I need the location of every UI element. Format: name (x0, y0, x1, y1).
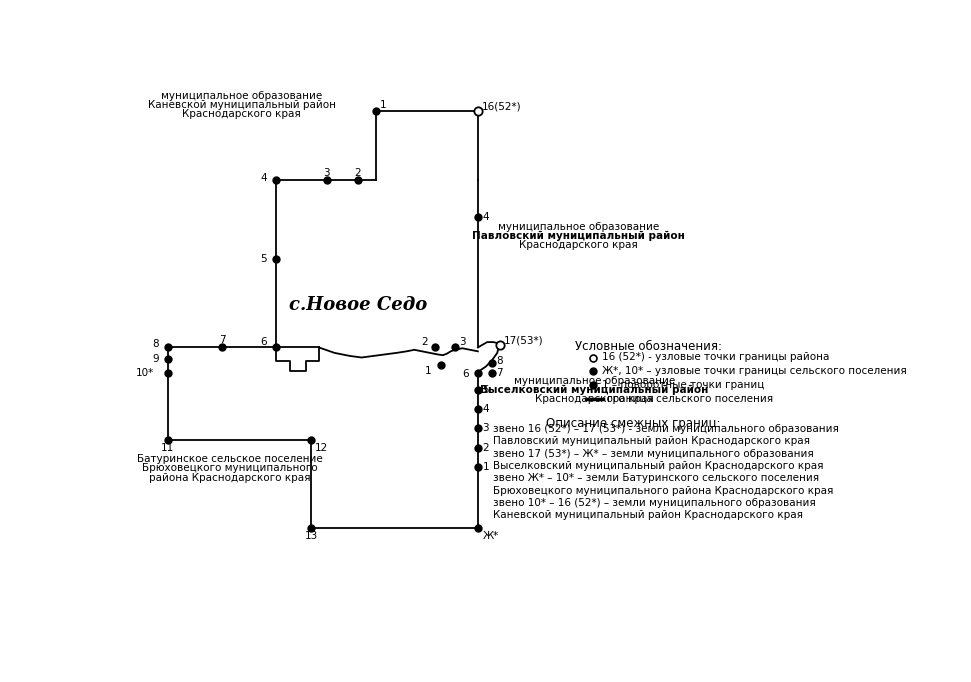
Text: Описание смежных границ:: Описание смежных границ: (546, 417, 720, 430)
Text: 1: 1 (424, 366, 431, 376)
Text: Краснодарского края: Краснодарского края (183, 109, 301, 119)
Text: 16 (52*) - узловые точки границы района: 16 (52*) - узловые точки границы района (602, 353, 829, 363)
Text: 3: 3 (459, 337, 466, 347)
Text: 5: 5 (483, 385, 489, 395)
Text: звено 17 (53*) – Ж* – земли муниципального образования: звено 17 (53*) – Ж* – земли муниципально… (493, 449, 814, 459)
Text: звено 10* – 16 (52*) – земли муниципального образования: звено 10* – 16 (52*) – земли муниципальн… (493, 498, 816, 508)
Text: 7: 7 (496, 368, 503, 378)
Text: Ж*, 10* – узловые точки границы сельского поселения: Ж*, 10* – узловые точки границы сельског… (602, 366, 907, 376)
Text: граница сельского поселения: граница сельского поселения (607, 394, 773, 404)
Text: звено Ж* – 10* – земли Батуринского сельского поселения: звено Ж* – 10* – земли Батуринского сель… (493, 473, 820, 484)
Text: Павловский муниципальный район Краснодарского края: Павловский муниципальный район Краснодар… (493, 436, 811, 447)
Text: 16(52*): 16(52*) (482, 102, 521, 111)
Text: 3: 3 (483, 424, 489, 433)
Text: 1: 1 (483, 462, 489, 472)
Text: Павловский муниципальный район: Павловский муниципальный район (472, 231, 686, 241)
Text: Краснодарского края: Краснодарского края (519, 240, 638, 250)
Text: 8: 8 (496, 355, 503, 366)
Text: 13: 13 (305, 531, 318, 541)
Text: Каневской муниципальный район: Каневской муниципальный район (148, 100, 336, 110)
Text: 2: 2 (354, 168, 361, 178)
Text: Условные обозначения:: Условные обозначения: (575, 340, 721, 353)
Text: 6: 6 (462, 370, 469, 379)
Text: Каневской муниципальный район Краснодарского края: Каневской муниципальный район Краснодарс… (493, 510, 803, 520)
Text: звено 16 (52*) – 17 (53*) - земли муниципального образования: звено 16 (52*) – 17 (53*) - земли муници… (493, 424, 839, 434)
Text: Брюховецкого муниципального района Краснодарского края: Брюховецкого муниципального района Красн… (493, 486, 834, 496)
Text: 8: 8 (151, 339, 158, 349)
Text: 2: 2 (420, 337, 427, 347)
Text: Ж*: Ж* (483, 531, 499, 541)
Text: муниципальное образование: муниципальное образование (161, 91, 322, 101)
Text: муниципальное образование: муниципальное образование (498, 222, 659, 232)
Text: с.Новое Седо: с.Новое Седо (288, 296, 427, 314)
Text: 4: 4 (483, 404, 489, 414)
Text: 12: 12 (316, 443, 328, 453)
Text: 10*: 10* (136, 368, 154, 378)
Text: 4: 4 (483, 211, 489, 222)
Text: 11: 11 (161, 443, 175, 453)
Text: Батуринское сельское поселение: Батуринское сельское поселение (137, 454, 322, 464)
Text: района Краснодарского края: района Краснодарского края (150, 473, 311, 483)
Text: 1 – поворотные точки границ: 1 – поворотные точки границ (602, 381, 764, 390)
Text: 7: 7 (218, 335, 225, 345)
Text: 1: 1 (380, 100, 386, 110)
Text: 6: 6 (260, 337, 267, 347)
Text: Выселковский муниципальный район Краснодарского края: Выселковский муниципальный район Краснод… (493, 461, 823, 471)
Text: Выселковский муниципальный район: Выселковский муниципальный район (480, 385, 708, 395)
Text: 9: 9 (151, 354, 158, 364)
Text: 5: 5 (260, 254, 267, 264)
Text: 2: 2 (483, 443, 489, 453)
Text: Брюховецкого муниципального: Брюховецкого муниципального (142, 463, 318, 473)
Text: 4: 4 (260, 173, 267, 183)
Text: 3: 3 (323, 168, 330, 178)
Text: 17(53*): 17(53*) (504, 336, 544, 346)
Text: муниципальное образование: муниципальное образование (514, 376, 675, 385)
Text: Краснодарского края: Краснодарского края (535, 394, 653, 404)
